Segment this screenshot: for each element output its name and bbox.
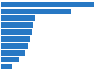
Bar: [1, 57, 19, 62]
Bar: [1, 2, 94, 7]
Bar: [1, 43, 28, 49]
Bar: [1, 36, 30, 42]
Bar: [1, 9, 71, 14]
Bar: [1, 15, 35, 21]
Bar: [1, 64, 12, 69]
Bar: [1, 22, 33, 28]
Bar: [1, 50, 24, 56]
Bar: [1, 29, 32, 35]
